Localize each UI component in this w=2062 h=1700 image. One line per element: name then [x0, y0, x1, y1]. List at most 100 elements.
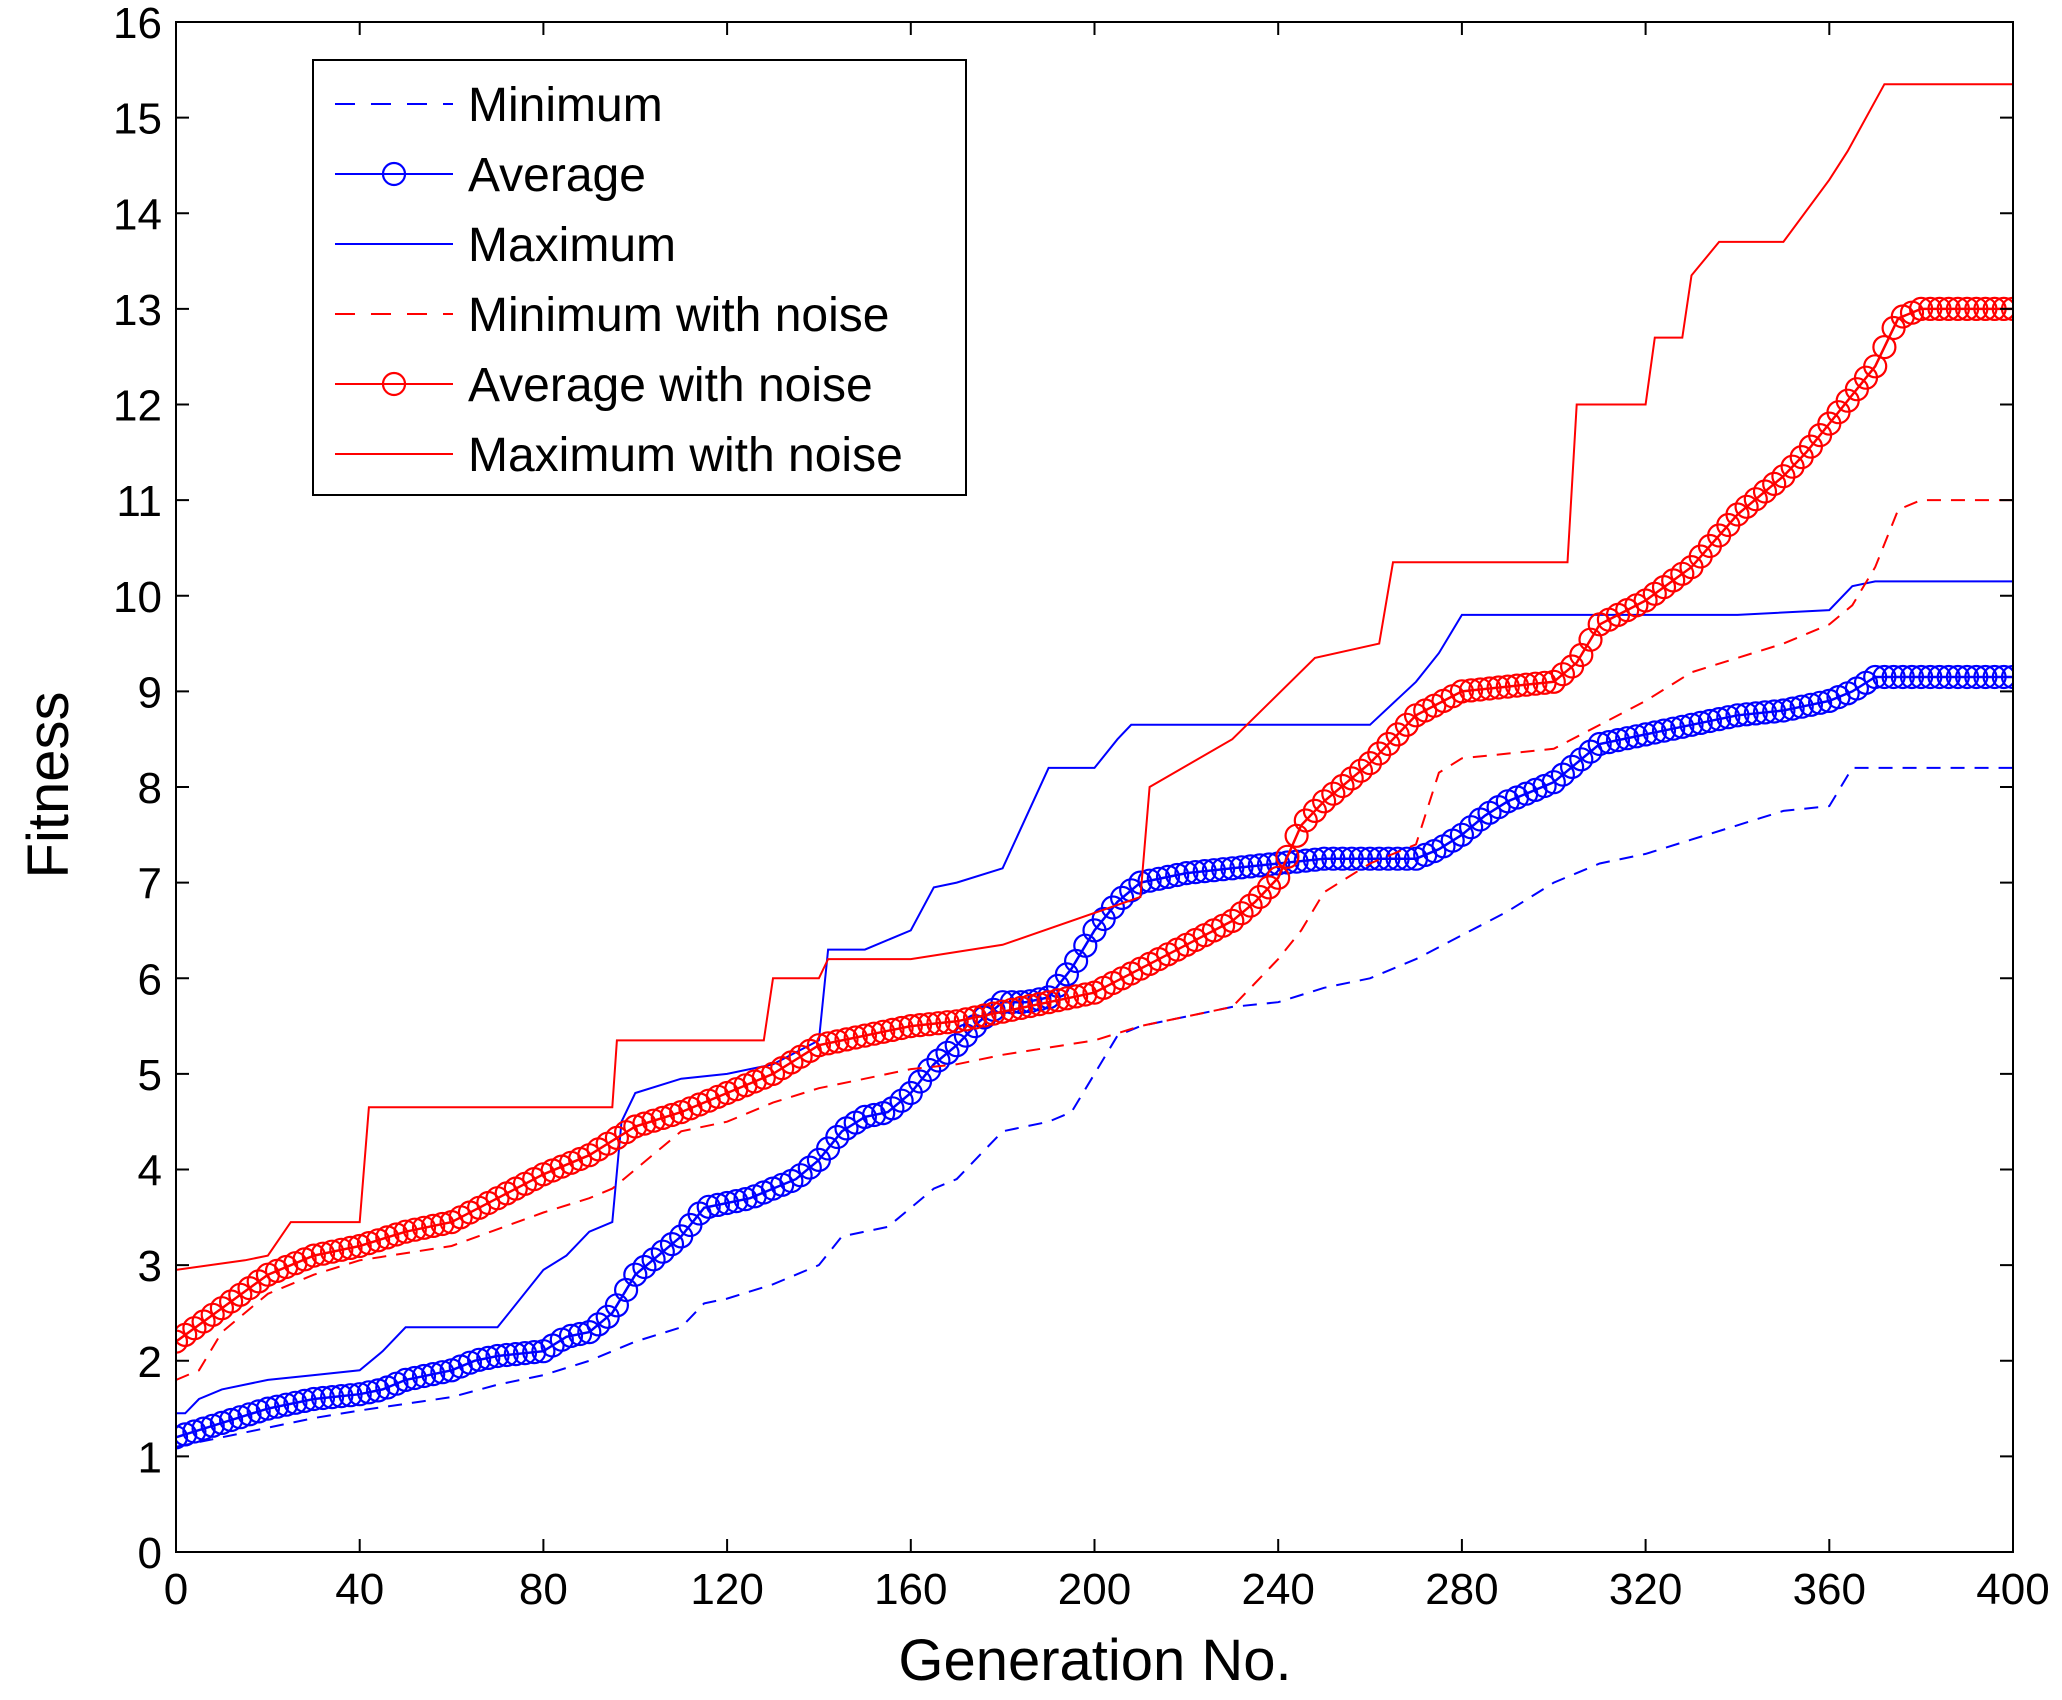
series-marker-average [264, 1394, 290, 1419]
series-marker-average [641, 1247, 666, 1272]
series-marker-average [1661, 716, 1686, 741]
series-marker-average [1863, 664, 1888, 690]
series-marker-average-with-noise [935, 1010, 960, 1035]
series-marker-average-with-noise [1964, 296, 1989, 321]
series-marker-average-with-noise [1477, 676, 1502, 701]
y-tick-label: 10 [113, 573, 162, 622]
series-marker-average [292, 1388, 317, 1414]
series-marker-average [1918, 664, 1943, 690]
series-marker-average-with-noise [880, 1017, 905, 1043]
legend-entry-average-with-noise: Average with noise [335, 359, 873, 412]
series-marker-average [917, 1057, 942, 1083]
legend-label: Average [468, 149, 646, 202]
series-marker-average-with-noise [981, 1001, 1006, 1026]
series-marker-average [457, 1350, 482, 1375]
series-marker-average-with-noise [1945, 296, 1971, 321]
series-marker-average-with-noise [1991, 296, 2013, 321]
series-marker-average-with-noise [338, 1235, 363, 1261]
series-marker-average [310, 1385, 336, 1411]
series-marker-average-with-noise [1762, 471, 1787, 496]
series-marker-average [577, 1319, 602, 1345]
series-marker-average-with-noise [926, 1011, 951, 1036]
series-marker-average-with-noise [1743, 487, 1768, 512]
series-average-with-noise [176, 296, 2013, 1354]
series-marker-average-with-noise [815, 1031, 841, 1056]
series-marker-average-with-noise [1302, 798, 1328, 824]
legend-marker [381, 161, 407, 187]
legend-entry-average: Average [335, 149, 646, 202]
legend: Minimum Average Maximum Minimum with noise A… [312, 59, 967, 496]
series-marker-average [393, 1367, 418, 1393]
series-marker-average-with-noise [641, 1108, 666, 1133]
x-tick-label: 280 [1425, 1565, 1498, 1614]
series-marker-average [1293, 848, 1318, 873]
series-line-minimum-with-noise [176, 499, 2013, 1381]
series-marker-average [935, 1040, 960, 1065]
series-marker-average [228, 1405, 253, 1430]
series-marker-average-with-noise [1973, 296, 1998, 321]
series-marker-average [182, 1419, 207, 1444]
series-marker-average-with-noise [1771, 464, 1796, 489]
x-tick-label: 0 [164, 1565, 188, 1614]
series-marker-average-with-noise [944, 1009, 969, 1034]
legend-label: Maximum [468, 219, 676, 272]
series-marker-average-with-noise [1063, 984, 1089, 1009]
series-marker-average [1376, 846, 1401, 871]
series-marker-average-with-noise [1367, 741, 1392, 766]
x-tick-label: 240 [1241, 1565, 1314, 1614]
series-marker-average [411, 1363, 437, 1389]
series-marker-average-with-noise [889, 1015, 914, 1041]
x-tick-label: 200 [1058, 1565, 1131, 1614]
series-marker-average [889, 1088, 914, 1113]
series-marker-average [1872, 664, 1897, 690]
y-tick-label: 0 [138, 1529, 162, 1578]
series-marker-average [1679, 712, 1704, 737]
series-marker-average-with-noise [1725, 502, 1750, 527]
series-marker-average-with-noise [999, 997, 1024, 1022]
series-marker-average [1964, 664, 1989, 690]
series-marker-average [485, 1343, 510, 1369]
series-marker-average [705, 1192, 731, 1218]
legend-entry-maximum: Maximum [335, 219, 676, 272]
series-marker-average-with-noise [1449, 679, 1475, 704]
series-marker-average [476, 1345, 501, 1371]
series-marker-average [1927, 664, 1952, 690]
series-marker-average [1624, 724, 1649, 749]
series-marker-average-with-noise [852, 1023, 878, 1048]
series-marker-average [586, 1312, 611, 1337]
x-tick-label: 160 [874, 1565, 947, 1614]
series-marker-average [1780, 696, 1805, 721]
series-marker-average-with-noise [1321, 781, 1346, 806]
series-marker-average-with-noise [301, 1243, 326, 1268]
series-marker-average-with-noise [375, 1225, 400, 1250]
y-tick-label: 3 [138, 1242, 162, 1291]
series-marker-average [1550, 762, 1576, 787]
series-marker-average [1991, 664, 2013, 690]
series-marker-average-with-noise [843, 1025, 868, 1050]
series-marker-average [788, 1163, 813, 1188]
series-marker-average-with-noise [1927, 296, 1952, 321]
series-marker-average [1559, 754, 1585, 780]
series-marker-average [1183, 859, 1208, 885]
y-tick-label: 6 [138, 955, 162, 1004]
series-marker-average-with-noise [1863, 354, 1888, 379]
series-marker-average [1982, 664, 2007, 690]
series-marker-average-with-noise [907, 1012, 933, 1038]
series-marker-average [1247, 853, 1272, 878]
series-marker-average-with-noise [953, 1007, 979, 1032]
series-marker-average [1908, 664, 1934, 690]
series-marker-average [714, 1190, 740, 1216]
series-marker-average [1743, 701, 1768, 726]
series-marker-average [320, 1384, 345, 1410]
series-marker-average-with-noise [1357, 750, 1383, 776]
series-marker-average [1100, 895, 1126, 920]
y-tick-label: 8 [138, 764, 162, 813]
series-marker-average-with-noise [1504, 673, 1530, 698]
series-marker-average [1109, 885, 1135, 911]
series-marker-average [1458, 815, 1484, 840]
series-marker-average [724, 1188, 749, 1214]
series-marker-average [1954, 664, 1980, 690]
series-marker-average [1119, 878, 1144, 903]
y-tick-label: 11 [116, 477, 162, 526]
